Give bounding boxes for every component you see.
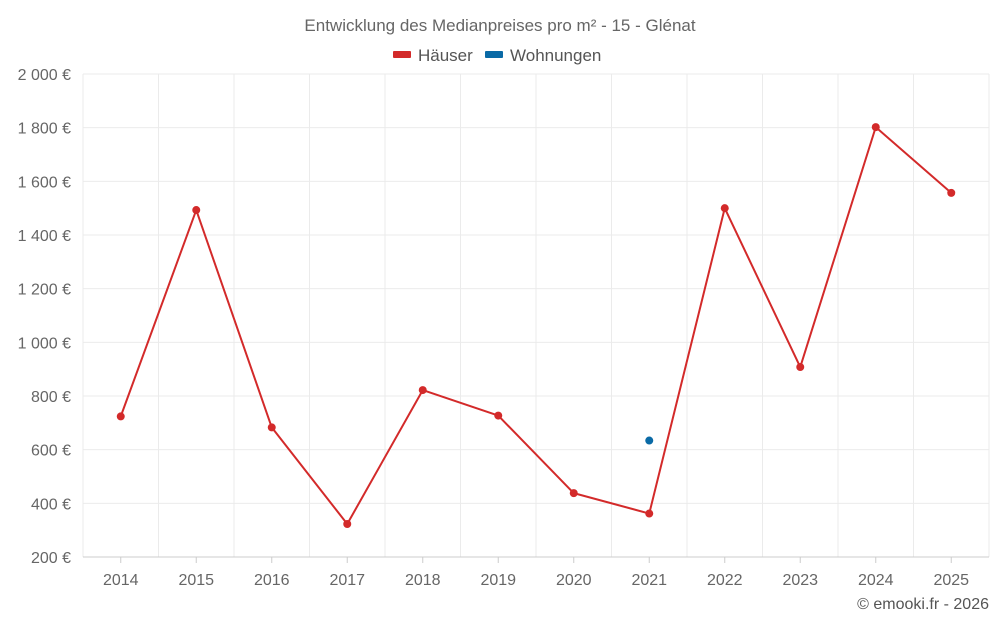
data-point-haeuser-2016[interactable]: Häuser 2016: 683 € bbox=[267, 423, 276, 432]
x-tick-label: 2022 bbox=[707, 572, 743, 589]
series-line-haeuser bbox=[119, 126, 952, 525]
y-tick-label: 1 800 € bbox=[18, 121, 71, 138]
y-tick-label: 1 600 € bbox=[18, 174, 71, 191]
series-haeuser: Häuser 2014: 724 € Häuser 2015: 1493 € Häu… bbox=[116, 123, 956, 528]
data-point-wohnungen-2021[interactable]: Wohnungen 2021: 634 € bbox=[645, 436, 654, 445]
y-tick-label: 800 € bbox=[31, 389, 71, 406]
y-tick-label: 200 € bbox=[31, 550, 71, 567]
legend-label-haeuser: Häuser bbox=[418, 46, 473, 65]
x-tick-label: 2017 bbox=[329, 572, 365, 589]
x-tick-label: 2019 bbox=[480, 572, 516, 589]
x-tick-label: 2014 bbox=[103, 572, 139, 589]
footer-credit: © emooki.fr - 2026 bbox=[857, 596, 989, 613]
data-point-haeuser-2020[interactable]: Häuser 2020: 438 € bbox=[569, 489, 578, 498]
data-point-haeuser-2023[interactable]: Häuser 2023: 908 € bbox=[796, 363, 805, 372]
data-point-haeuser-2019[interactable]: Häuser 2019: 727 € bbox=[494, 411, 503, 420]
y-tick-label: 2 000 € bbox=[18, 67, 71, 84]
legend-swatch-wohnungen bbox=[485, 51, 503, 58]
data-point-haeuser-2015[interactable]: Häuser 2015: 1493 € bbox=[192, 206, 201, 215]
data-point-haeuser-2025[interactable]: Häuser 2025: 1557 € bbox=[947, 188, 956, 197]
x-tick-label: 2024 bbox=[858, 572, 894, 589]
x-tick-label: 2018 bbox=[405, 572, 441, 589]
x-tick-label: 2016 bbox=[254, 572, 290, 589]
data-point-haeuser-2024[interactable]: Häuser 2024: 1802 € bbox=[871, 123, 880, 132]
series-wohnungen: Wohnungen 2021: 634 € bbox=[645, 436, 654, 445]
y-tick-label: 600 € bbox=[31, 443, 71, 460]
y-tick-label: 400 € bbox=[31, 496, 71, 513]
x-tick-label: 2021 bbox=[631, 572, 667, 589]
y-tick-label: 1 000 € bbox=[18, 335, 71, 352]
data-point-haeuser-2017[interactable]: Häuser 2017: 323 € bbox=[343, 519, 352, 528]
legend-label-wohnungen: Wohnungen bbox=[510, 46, 601, 65]
x-tick-label: 2025 bbox=[933, 572, 969, 589]
y-tick-label: 1 400 € bbox=[18, 228, 71, 245]
legend-item-haeuser[interactable]: Häuser bbox=[393, 46, 473, 65]
x-tick-label: 2020 bbox=[556, 572, 592, 589]
x-tick-label: 2015 bbox=[178, 572, 214, 589]
y-tick-label: 1 200 € bbox=[18, 282, 71, 299]
data-point-haeuser-2022[interactable]: Häuser 2022: 1500 € bbox=[720, 204, 729, 213]
grid bbox=[82, 73, 990, 557]
series: Häuser 2014: 724 € Häuser 2015: 1493 € Häu… bbox=[116, 123, 956, 528]
x-tick-label: 2023 bbox=[782, 572, 818, 589]
legend-item-wohnungen[interactable]: Wohnungen bbox=[485, 46, 601, 65]
axes: 200 € 400 € 600 € 800 € 1 000 € 1 200 € 1 400 … bbox=[18, 67, 989, 589]
data-point-haeuser-2021[interactable]: Häuser 2021: 362 € bbox=[645, 509, 654, 518]
chart-title: Entwicklung des Medianpreises pro m² - 1… bbox=[304, 16, 695, 35]
legend: Häuser Wohnungen bbox=[393, 46, 601, 65]
data-point-haeuser-2014[interactable]: Häuser 2014: 724 € bbox=[116, 412, 125, 421]
data-point-haeuser-2018[interactable]: Häuser 2018: 822 € bbox=[418, 386, 427, 395]
legend-swatch-haeuser bbox=[393, 51, 411, 58]
